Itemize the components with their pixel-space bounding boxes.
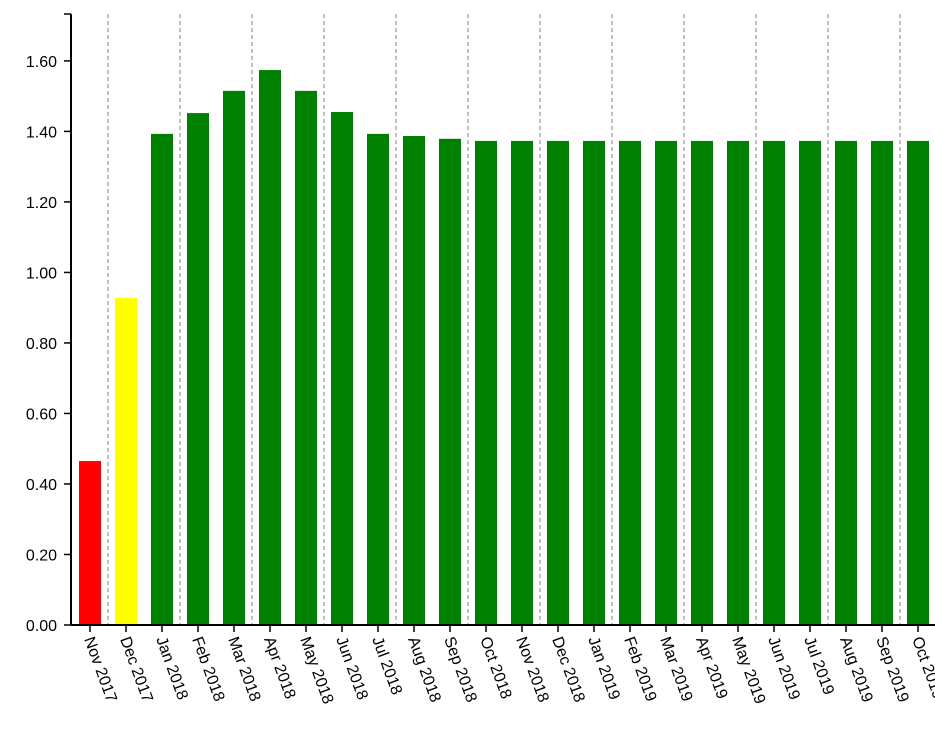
bar xyxy=(835,140,857,625)
bar xyxy=(223,90,245,625)
x-tick-label: Jan 2019 xyxy=(584,635,623,703)
x-tick-label: Nov 2018 xyxy=(512,635,551,705)
x-tick-label: Mar 2019 xyxy=(656,635,695,704)
bar xyxy=(115,297,137,625)
y-tick-label: 1.40 xyxy=(26,124,57,141)
bar xyxy=(655,140,677,625)
bar xyxy=(295,90,317,625)
x-tick-label: Aug 2019 xyxy=(836,635,875,705)
x-tick-label: Aug 2018 xyxy=(404,635,443,705)
x-tick-label: Jun 2019 xyxy=(764,635,803,703)
x-tick-label: May 2019 xyxy=(728,635,768,707)
bar xyxy=(403,135,425,625)
y-tick-label: 1.60 xyxy=(26,54,57,71)
y-tick-label: 1.20 xyxy=(26,195,57,212)
bar xyxy=(799,140,821,625)
bar xyxy=(511,140,533,625)
x-tick-label: May 2018 xyxy=(296,635,336,707)
y-tick-label: 0.40 xyxy=(26,477,57,494)
x-tick-label: Dec 2018 xyxy=(548,635,587,705)
bar xyxy=(547,140,569,625)
y-tick-label: 0.00 xyxy=(26,618,57,635)
bar xyxy=(151,133,173,625)
bar xyxy=(871,140,893,625)
bar xyxy=(691,140,713,625)
bar xyxy=(367,133,389,625)
x-tick-label: Feb 2019 xyxy=(620,635,659,704)
x-tick-label: Jul 2019 xyxy=(800,635,837,698)
bar xyxy=(331,112,353,625)
bar xyxy=(79,461,101,625)
y-tick-label: 0.60 xyxy=(26,406,57,423)
x-tick-label: Oct 2018 xyxy=(476,635,514,702)
bar xyxy=(259,70,281,625)
y-tick-label: 1.00 xyxy=(26,265,57,282)
bar xyxy=(763,140,785,625)
x-tick-label: Oct 2019 xyxy=(908,635,935,702)
y-tick-label: 0.20 xyxy=(26,547,57,564)
x-tick-label: Jan 2018 xyxy=(152,635,191,703)
x-tick-label: Jun 2018 xyxy=(332,635,371,703)
bar xyxy=(619,140,641,625)
x-tick-label: Apr 2018 xyxy=(260,635,298,702)
x-tick-label: Mar 2018 xyxy=(224,635,263,704)
bar xyxy=(475,140,497,625)
x-tick-label: Nov 2017 xyxy=(80,635,119,705)
bar xyxy=(583,140,605,625)
x-tick-label: Jul 2018 xyxy=(368,635,405,698)
bar xyxy=(907,140,929,625)
x-tick-label: Sep 2019 xyxy=(872,635,911,705)
bar xyxy=(187,113,209,626)
x-tick-label: Dec 2017 xyxy=(116,635,155,705)
y-tick-label: 0.80 xyxy=(26,336,57,353)
x-tick-label: Apr 2019 xyxy=(692,635,730,702)
x-tick-label: Feb 2018 xyxy=(188,635,227,704)
bar xyxy=(439,138,461,625)
bar xyxy=(727,140,749,625)
x-tick-label: Sep 2018 xyxy=(440,635,479,705)
